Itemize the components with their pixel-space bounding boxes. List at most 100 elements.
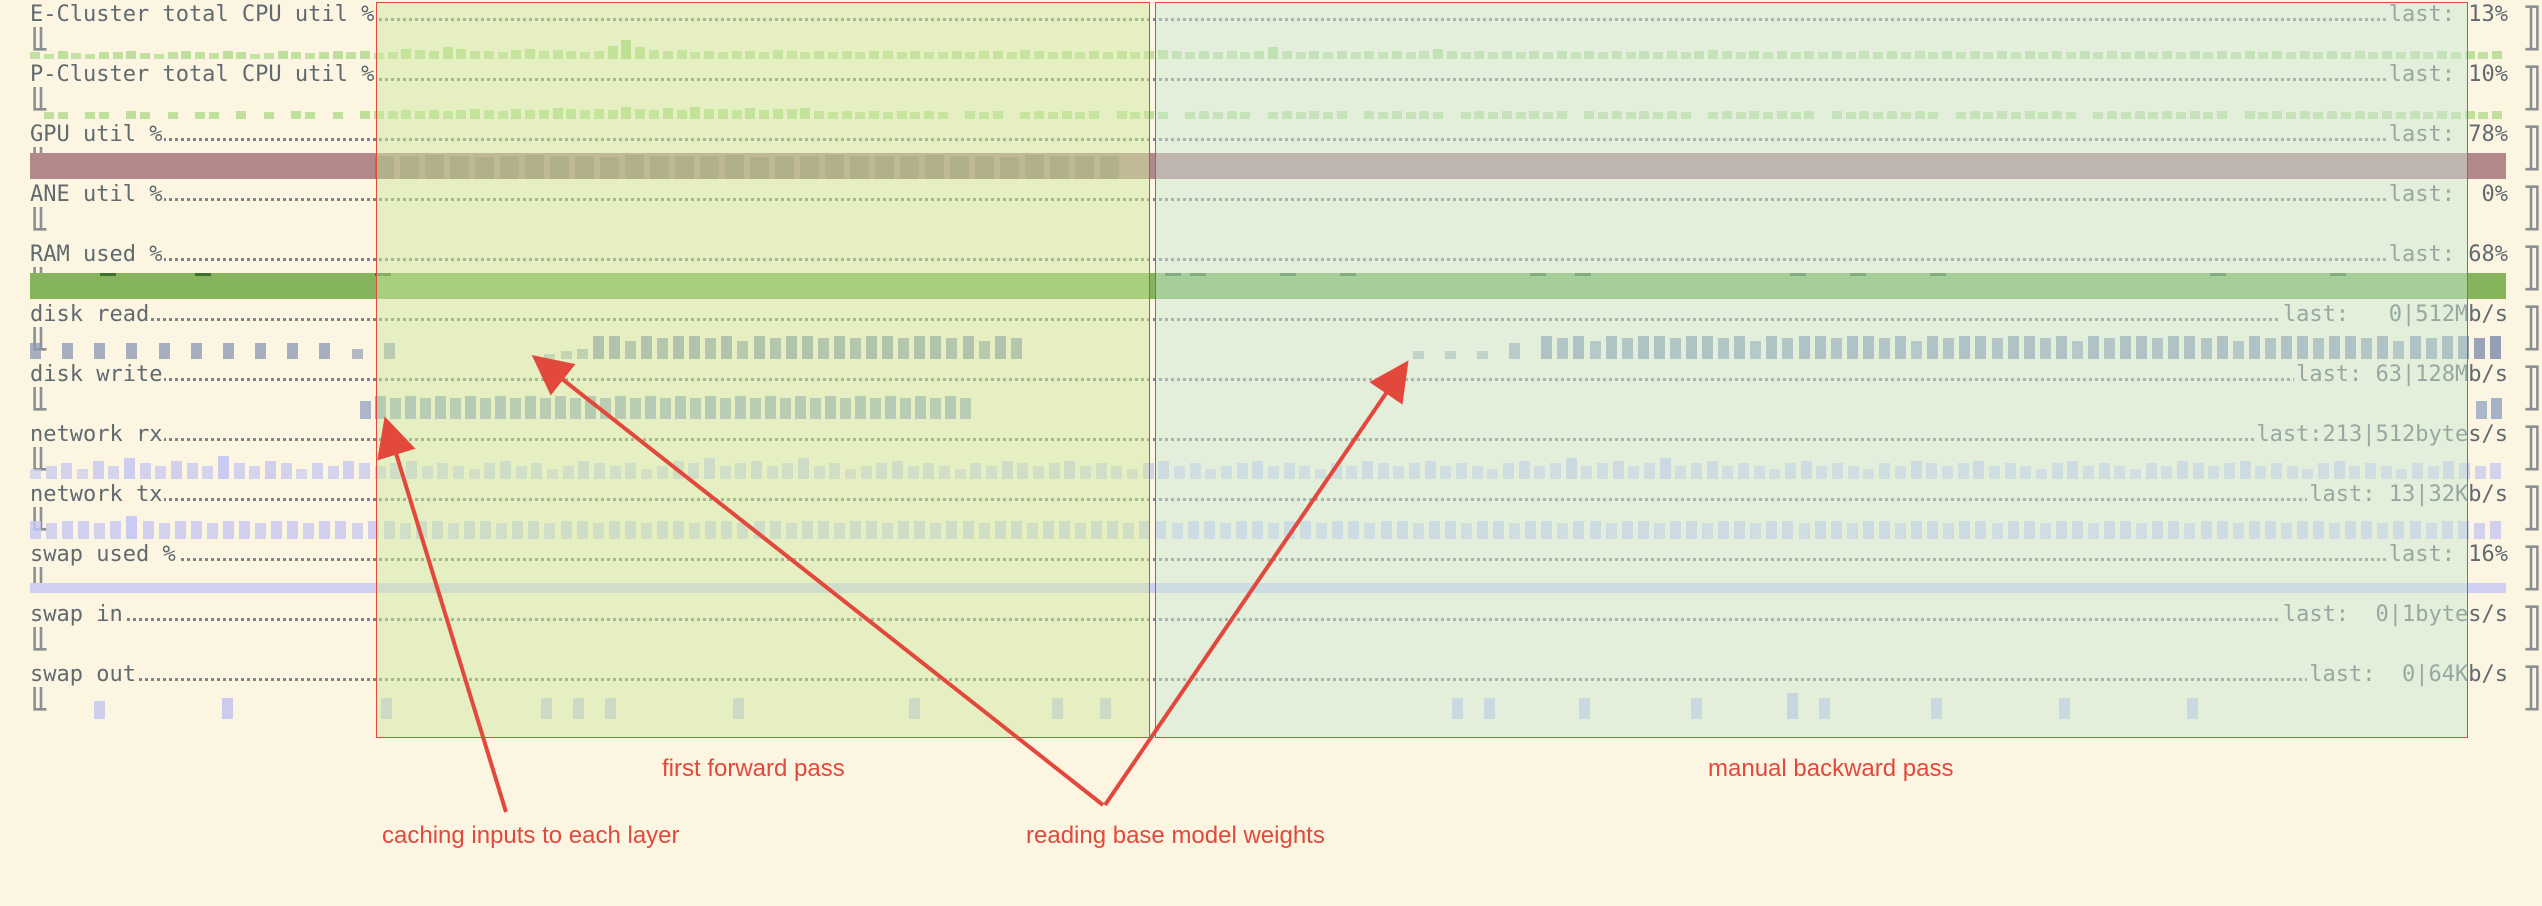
graph-bar [2465,51,2475,59]
bracket-right: 〛 [2524,666,2542,714]
graph-bar [335,521,346,539]
graph-bar [78,521,89,539]
graph-bar [2465,111,2475,119]
metric-label: swap out [30,662,138,687]
graph-bar [143,521,154,539]
metric-label: ANE util % [30,182,165,207]
metric-label: disk read [30,302,152,327]
graph-bar [359,463,370,479]
graph-bar [187,463,198,479]
graph-bar [2478,112,2488,119]
graph-bar [126,111,136,119]
graph-bar [265,461,276,479]
metric-label: swap in [30,602,125,627]
graph-bar [223,51,233,59]
arrow-weights-forward [531,355,1105,807]
graph-bar [159,343,170,359]
graph-bar [99,112,109,119]
graph-bar [305,53,315,59]
graph-bar [126,343,137,359]
graph-bar [159,523,170,539]
graph-bar [77,469,88,479]
graph-bar [319,521,330,539]
graph-bar [46,523,57,539]
graph-bar [360,401,371,419]
graph-bar [30,343,41,359]
graph-bar [2492,51,2502,59]
graph-bar [126,516,137,539]
graph-bar [222,698,233,719]
graph-bar [99,52,109,59]
graph-bar [319,52,329,59]
graph-bar [352,349,363,359]
graph-bar [195,112,205,119]
graph-bar [368,521,379,539]
graph-bar [171,461,182,479]
graph-bar [44,112,54,119]
bracket-right: 〛 [2524,126,2542,174]
graph-bar [2491,398,2502,419]
graph-bar [71,53,81,59]
graph-bar [236,52,246,59]
graph-bar [234,463,245,479]
graph-bar [2478,52,2488,59]
graph-bar [175,521,186,539]
weights-annotation: reading base model weights [1026,822,1325,849]
bracket-right: 〛 [2524,246,2542,294]
graph-bar [207,523,218,539]
graph-bar [328,466,339,479]
bracket-right: 〛 [2524,546,2542,594]
graph-bar [94,701,105,719]
graph-bar [168,52,178,59]
graph-bar [202,466,213,479]
graph-bar [58,51,68,59]
graph-bar [319,343,330,359]
graph-bar [2490,336,2501,359]
graph-bar [191,521,202,539]
graph-bar [352,523,363,539]
arrow-caching [377,416,508,813]
graph-bar [360,111,370,119]
graph-bar [291,111,301,119]
graph-bar [195,52,205,59]
graph-bar [209,53,219,59]
graph-bar [278,51,288,59]
metric-label: network tx [30,482,165,507]
graph-bar [287,521,298,539]
graph-bar [360,51,370,59]
graph-bar [287,343,298,359]
metric-label: GPU util % [30,122,165,147]
graph-bar [346,52,356,59]
graph-bar [2474,338,2485,359]
graph-bar [2492,111,2502,119]
forward-pass-region [376,2,1150,738]
graph-bar [58,112,68,119]
metric-label: E-Cluster total CPU util % [30,2,377,27]
graph-bar [249,466,260,479]
graph-bar [296,469,307,479]
graph-bar [303,523,314,539]
bracket-right: 〛 [2524,66,2542,114]
metric-label: network rx [30,422,165,447]
arrow-weights-backward [1103,360,1409,807]
graph-bar [255,523,266,539]
graph-bar [281,463,292,479]
caching-annotation: caching inputs to each layer [382,822,680,849]
bracket-right: 〛 [2524,186,2542,234]
graph-bar [94,343,105,359]
graph-bar [30,52,40,59]
graph-bar [333,112,343,119]
graph-bar [168,112,178,119]
graph-bar [94,523,105,539]
graph-bar [239,521,250,539]
graph-bar [30,469,41,479]
forward-pass-label: first forward pass [662,755,845,782]
graph-bar [195,273,211,276]
metric-label: RAM used % [30,242,165,267]
bracket-right: 〛 [2524,366,2542,414]
graph-bar [140,53,150,59]
graph-bar [255,343,266,359]
graph-bar [2476,401,2487,419]
graph-bar [124,458,135,479]
